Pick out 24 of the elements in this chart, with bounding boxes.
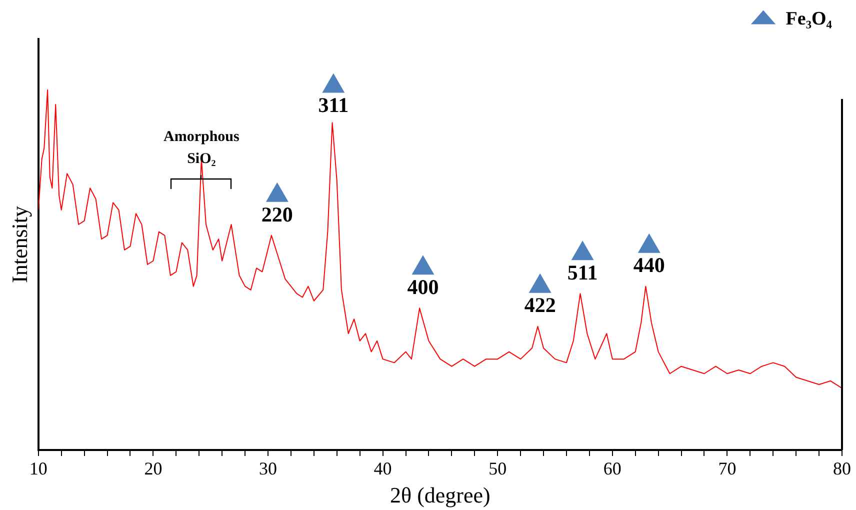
- annotation: 440: [633, 253, 665, 278]
- annotation: 220: [261, 202, 293, 226]
- point: [529, 274, 551, 293]
- point: [412, 256, 434, 275]
- point: [266, 182, 288, 202]
- point: [572, 241, 594, 260]
- x-tick-label: 80: [833, 458, 851, 479]
- annotation: 511: [567, 260, 598, 285]
- annotation: 422: [524, 293, 556, 318]
- x-axis-title: 2θ (degree): [390, 482, 490, 508]
- x-tick-label: 30: [259, 458, 277, 479]
- annotation: 400: [407, 275, 439, 300]
- y-axis-title: Intensity: [6, 206, 32, 283]
- point: [638, 234, 660, 253]
- point: [322, 74, 344, 93]
- annotation: 311: [318, 93, 349, 118]
- x-tick-label: 50: [488, 458, 507, 479]
- x-tick-label: 70: [718, 458, 736, 479]
- annotation: Amorphous SiO₂: [163, 128, 240, 167]
- legend-label: Fe₃O₄: [786, 8, 832, 30]
- x-tick-label: 20: [144, 458, 162, 479]
- x-tick-label: 10: [29, 458, 48, 479]
- x-tick-label: 60: [603, 458, 622, 479]
- x-tick-label: 40: [374, 458, 392, 479]
